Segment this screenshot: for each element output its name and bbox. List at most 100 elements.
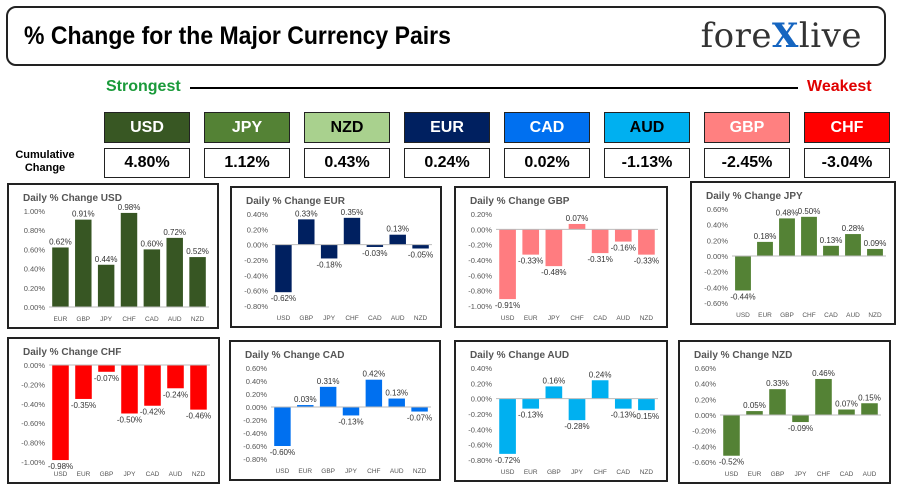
- currency-cumulative-value: -3.04%: [804, 148, 890, 178]
- bar-gbp: [545, 386, 563, 399]
- y-tick-label: -0.40%: [21, 400, 45, 409]
- y-tick-label: 0.00%: [247, 241, 269, 250]
- currency-card-jpy: JPY 1.12%: [204, 112, 290, 178]
- data-label: 0.05%: [743, 401, 766, 410]
- bar-chf: [815, 378, 832, 415]
- bar-usd: [723, 415, 740, 456]
- y-tick-label: 0.00%: [246, 403, 268, 412]
- bar-usd: [52, 365, 69, 461]
- bar-jpy: [97, 264, 115, 307]
- data-label: -0.33%: [518, 257, 543, 266]
- y-tick-label: 0.40%: [707, 221, 729, 230]
- y-tick-label: 1.00%: [24, 207, 46, 216]
- y-tick-label: 0.20%: [707, 236, 729, 245]
- y-tick-label: -0.40%: [243, 429, 267, 438]
- currency-name: AUD: [604, 112, 690, 143]
- currency-cumulative-value: 0.02%: [504, 148, 590, 178]
- data-label: 0.15%: [858, 393, 881, 402]
- currency-name: CHF: [804, 112, 890, 143]
- chart-svg: Daily % Change CHF 0.00% -0.20% -0.40% -0.60…: [21, 347, 211, 478]
- bar-jpy: [792, 415, 809, 423]
- y-tick-label: -0.20%: [468, 241, 492, 250]
- data-label: 0.13%: [385, 389, 408, 398]
- bar-usd: [275, 244, 292, 293]
- data-label: -0.62%: [271, 294, 296, 303]
- chart-title: Daily % Change CHF: [23, 347, 121, 358]
- bar-aud: [167, 365, 184, 389]
- y-tick-label: -0.60%: [692, 458, 716, 467]
- currency-cumulative-value: 1.12%: [204, 148, 290, 178]
- logo-x-mark: X: [772, 16, 799, 56]
- bar-nzd: [189, 257, 206, 307]
- data-label: -0.60%: [270, 448, 295, 457]
- chart-usd: Daily % Change USD 1.00% 0.80% 0.60% 0.40% 0.…: [7, 183, 219, 329]
- y-tick-label: 0.80%: [24, 226, 46, 235]
- x-tick-label: GBP: [76, 316, 90, 323]
- bar-nzd: [638, 398, 655, 411]
- x-tick-label: NZD: [413, 468, 427, 475]
- x-tick-label: USD: [736, 312, 750, 319]
- x-tick-label: EUR: [54, 316, 68, 323]
- bar-usd: [274, 407, 291, 446]
- y-tick-label: 0.00%: [707, 252, 729, 261]
- bar-nzd: [638, 229, 655, 255]
- data-label: 0.16%: [543, 376, 566, 385]
- bar-cad: [144, 365, 161, 406]
- currency-name: CAD: [504, 112, 590, 143]
- bar-eur: [522, 229, 540, 255]
- x-tick-label: CHF: [593, 469, 606, 476]
- currency-name: GBP: [704, 112, 790, 143]
- x-tick-label: AUD: [390, 468, 404, 475]
- chart-title: Daily % Change CAD: [245, 350, 344, 361]
- y-tick-label: 0.40%: [471, 364, 493, 373]
- y-tick-label: 0.60%: [24, 245, 46, 254]
- y-tick-label: 0.60%: [695, 364, 717, 373]
- data-label: 0.33%: [766, 379, 789, 388]
- x-tick-label: USD: [54, 471, 68, 478]
- x-tick-label: AUD: [863, 471, 877, 478]
- bar-gbp: [98, 365, 115, 372]
- bar-eur: [75, 365, 92, 399]
- y-tick-label: 0.40%: [695, 380, 717, 389]
- chart-nzd: Daily % Change NZD 0.60% 0.40% 0.20% 0.00% -0…: [678, 340, 891, 484]
- data-label: 0.42%: [363, 370, 386, 379]
- x-tick-label: JPY: [100, 316, 113, 323]
- bar-cad: [591, 229, 609, 254]
- x-tick-label: USD: [725, 471, 739, 478]
- bar-aud: [861, 403, 878, 415]
- data-label: -0.03%: [362, 249, 387, 258]
- data-label: 0.07%: [566, 214, 589, 223]
- data-label: -0.05%: [408, 251, 433, 260]
- data-label: -0.52%: [719, 458, 744, 467]
- x-tick-label: GBP: [321, 468, 335, 475]
- bar-jpy: [121, 365, 138, 414]
- x-tick-label: AUD: [846, 312, 860, 319]
- data-label: -0.13%: [611, 411, 636, 420]
- currency-card-nzd: NZD 0.43%: [304, 112, 390, 178]
- y-tick-label: -0.80%: [21, 439, 45, 448]
- y-tick-label: -0.40%: [468, 256, 492, 265]
- data-label: -0.13%: [338, 417, 363, 426]
- y-tick-label: -0.20%: [244, 256, 268, 265]
- x-tick-label: JPY: [795, 471, 808, 478]
- y-tick-label: 0.00%: [471, 395, 493, 404]
- bar-nzd: [190, 365, 207, 410]
- data-label: 0.98%: [118, 203, 141, 212]
- y-tick-label: -0.80%: [244, 302, 268, 311]
- bar-eur: [757, 241, 773, 256]
- bar-nzd: [411, 407, 428, 412]
- currency-name: USD: [104, 112, 190, 143]
- y-tick-label: -0.60%: [468, 441, 492, 450]
- logo-text-right: live: [798, 16, 862, 56]
- x-tick-label: CAD: [593, 315, 607, 322]
- data-label: -0.91%: [495, 301, 520, 310]
- currency-card-cad: CAD 0.02%: [504, 112, 590, 178]
- y-tick-label: 0.00%: [695, 411, 717, 420]
- y-tick-label: -0.20%: [21, 380, 45, 389]
- x-tick-label: CAD: [145, 316, 159, 323]
- bar-usd: [735, 256, 751, 291]
- y-tick-label: -0.80%: [243, 455, 267, 464]
- data-label: 0.50%: [798, 207, 821, 216]
- bar-gbp: [75, 219, 92, 307]
- x-tick-label: JPY: [323, 315, 336, 322]
